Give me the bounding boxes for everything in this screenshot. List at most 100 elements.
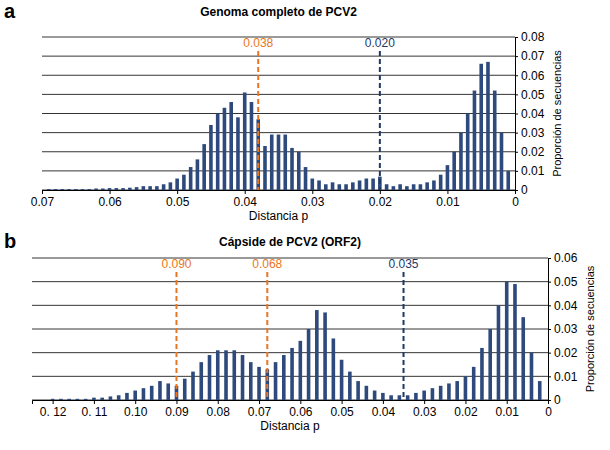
x-tick-label: 0.06: [98, 195, 122, 209]
x-tick: 0.07: [31, 190, 55, 209]
y-tick-mark: [515, 133, 518, 134]
bar: [142, 186, 146, 190]
grid-line: [32, 281, 548, 282]
panel: bCápside de PCV2 (ORF2)0.0900.0680.0350.…: [4, 230, 596, 433]
y-tick-label: 0.06: [554, 251, 578, 265]
x-tick-label: 0.04: [372, 405, 396, 419]
bar: [317, 180, 321, 190]
y-tick-label: 0: [554, 393, 561, 407]
bar: [148, 186, 152, 190]
bar: [307, 329, 311, 400]
x-tick-label: 0.02: [369, 195, 393, 209]
y-tick: 0.01: [515, 164, 545, 178]
y-tick-label: 0.08: [521, 30, 545, 44]
bar: [270, 135, 274, 190]
y-tick: 0.04: [515, 107, 545, 121]
x-axis: 0.070.060.050.040.030.020.010: [31, 190, 519, 209]
chart-canvas: aGenoma completo de PCV20.0380.0200.070.…: [0, 0, 610, 450]
bars: [47, 62, 510, 190]
bar: [486, 62, 490, 190]
x-tick: 0.02: [454, 400, 478, 419]
y-tick: 0.07: [515, 49, 545, 63]
grid-line: [42, 132, 515, 133]
x-tick-mark: [447, 190, 448, 194]
x-tick-label: 0.05: [166, 195, 190, 209]
x-tick-mark: [300, 400, 301, 404]
bar: [196, 159, 200, 190]
bar: [385, 184, 389, 190]
bar: [158, 381, 162, 400]
x-axis-line: [33, 401, 549, 405]
y-tick: 0.05: [548, 275, 578, 289]
bar: [283, 135, 287, 190]
y-tick-mark: [548, 282, 551, 283]
y-axis-title: Proporción de secuencias: [584, 265, 596, 392]
y-tick: 0: [548, 393, 561, 407]
x-tick-mark: [424, 400, 425, 404]
grid-line: [32, 352, 548, 353]
y-tick: 0.05: [515, 88, 545, 102]
bar: [249, 362, 253, 400]
bar: [459, 133, 463, 190]
bar: [224, 350, 228, 400]
y-tick-mark: [548, 305, 551, 306]
grid-line: [42, 75, 515, 76]
grid-line: [42, 56, 515, 57]
y-tick-label: 0.05: [521, 88, 545, 102]
bar: [419, 184, 423, 190]
bar: [373, 391, 377, 400]
y-tick-label: 0.01: [554, 370, 578, 384]
y-tick: 0.03: [548, 322, 578, 336]
y-axis-line: [549, 259, 552, 401]
annotation-label: 0.035: [389, 257, 419, 271]
bar: [81, 189, 85, 190]
bar: [74, 189, 78, 190]
bar: [155, 186, 159, 190]
bar: [199, 362, 203, 400]
y-tick: 0.06: [515, 69, 545, 83]
y-axis: 00.010.020.030.040.050.06: [548, 251, 578, 407]
x-tick: 0.03: [413, 400, 437, 419]
y-tick: 0.03: [515, 126, 545, 140]
y-tick-mark: [548, 329, 551, 330]
x-tick-mark: [465, 400, 466, 404]
bar: [297, 152, 301, 190]
bar: [500, 133, 504, 190]
y-tick-label: 0: [521, 183, 528, 197]
y-tick-mark: [515, 171, 518, 172]
annotation-label: 0.068: [252, 257, 282, 271]
bar: [392, 186, 396, 190]
x-tick-mark: [53, 400, 54, 404]
bar: [310, 179, 314, 190]
x-tick: 0.09: [165, 400, 189, 419]
x-tick: 0.01: [436, 190, 460, 209]
bar: [332, 338, 336, 400]
bar: [183, 379, 187, 400]
bar: [452, 152, 456, 190]
panel-label: b: [4, 230, 16, 252]
bar: [166, 383, 170, 400]
bar: [263, 146, 267, 190]
y-tick-label: 0.04: [554, 299, 578, 313]
bar: [101, 188, 105, 190]
x-axis-title: Distancia p: [260, 419, 320, 433]
reference-line: [175, 272, 177, 400]
annotations: 0.0900.0680.035: [161, 257, 418, 400]
x-tick-label: 0.03: [413, 405, 437, 419]
y-tick-label: 0.04: [521, 107, 545, 121]
y-tick-label: 0.07: [521, 49, 545, 63]
bars: [51, 282, 542, 400]
x-axis-line: [43, 191, 516, 195]
bar: [538, 381, 542, 400]
bar: [277, 135, 281, 190]
reference-line: [266, 272, 268, 400]
bar: [472, 367, 476, 400]
x-tick-label: 0.05: [330, 405, 354, 419]
y-tick-label: 0.06: [521, 69, 545, 83]
y-tick: 0.06: [548, 251, 578, 265]
bar: [406, 395, 410, 400]
x-tick: 0.01: [496, 400, 520, 419]
bar: [405, 186, 409, 190]
y-tick-mark: [515, 190, 518, 191]
bar: [371, 179, 375, 190]
